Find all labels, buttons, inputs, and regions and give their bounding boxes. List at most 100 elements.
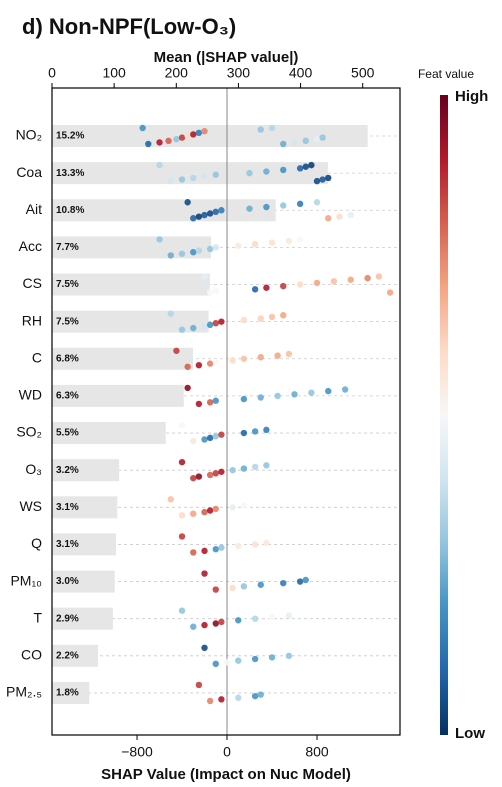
shap-dot [229, 357, 236, 364]
shap-dot [240, 429, 248, 437]
shap-dot [190, 549, 197, 556]
shap-dot [280, 312, 287, 319]
shap-dot [386, 289, 394, 296]
share-label: 15.2% [56, 131, 84, 142]
shap-dot [178, 250, 186, 257]
shap-dot [201, 211, 208, 219]
y-tick-label: Ait [26, 201, 42, 217]
shap-dot [229, 504, 236, 511]
shap-dot [240, 502, 248, 509]
shap-dot [212, 208, 219, 216]
shap-dot [251, 615, 259, 622]
shap-dot [165, 137, 172, 144]
y-tick-label: PM₁₀ [10, 572, 42, 588]
share-label: 3.1% [56, 539, 79, 550]
shap-dot [201, 273, 208, 280]
y-tick-label: O₃ [25, 461, 42, 477]
y-tick-label: CS [23, 275, 42, 291]
shap-dot [240, 465, 248, 472]
shap-dot [291, 139, 298, 146]
shap-dot [201, 436, 208, 443]
colorbar-high: High [455, 88, 488, 105]
shap-dot [285, 237, 293, 245]
shap-dot [296, 200, 304, 208]
mean-bar [52, 162, 328, 185]
share-label: 13.3% [56, 168, 84, 179]
shap-dot [251, 428, 259, 435]
mean-bar [52, 422, 166, 445]
x2-tick-label: 0 [48, 65, 56, 81]
shap-dot [206, 360, 214, 367]
x2-tick-label: 100 [102, 65, 126, 81]
x2-tick-label: 300 [227, 65, 251, 81]
shap-dot [268, 654, 276, 661]
x-tick-label: −800 [121, 744, 153, 760]
shap-dot [218, 696, 225, 703]
shap-dot [190, 510, 197, 517]
shap-dot [235, 694, 242, 701]
shap-dot [212, 620, 219, 627]
share-label: 10.8% [56, 205, 84, 216]
shap-dot [212, 470, 219, 477]
mean-bar [52, 533, 117, 556]
top-axis-title: Mean (|SHAP value|) [154, 49, 299, 66]
x-axis-title: SHAP Value (Impact on Nuc Model) [101, 766, 351, 783]
shap-dot [195, 400, 203, 408]
shap-dot [280, 140, 287, 148]
shap-dot [201, 547, 208, 555]
shap-dot [218, 318, 225, 325]
shap-dot [223, 659, 231, 666]
y-tick-label: Acc [19, 238, 42, 254]
shap-dot [212, 358, 219, 366]
mean-bar [52, 496, 118, 519]
shap-dot [274, 352, 281, 359]
x-tick-label: 0 [223, 744, 231, 760]
x2-tick-label: 400 [289, 65, 313, 81]
chart-title: d) Non-NPF(Low-O₃) [22, 14, 236, 39]
shap-dot [251, 655, 259, 663]
shap-dot [190, 474, 197, 482]
shap-dot [184, 363, 191, 370]
shap-dot [156, 161, 163, 169]
share-label: 6.3% [56, 391, 79, 402]
share-label: 6.8% [56, 353, 79, 364]
shap-dot [325, 387, 332, 395]
shap-dot [341, 386, 349, 393]
shap-dot [212, 287, 219, 295]
shap-dot [212, 546, 219, 553]
shap-dot [195, 473, 203, 480]
mean-bar [52, 199, 276, 222]
shap-dot [206, 507, 214, 514]
y-tick-label: T [33, 609, 42, 625]
shap-dot [178, 134, 186, 141]
shap-dot [280, 202, 287, 209]
shap-dot [240, 583, 248, 590]
y-tick-label: RH [22, 312, 42, 328]
shap-dot [206, 399, 214, 406]
share-label: 3.2% [56, 465, 79, 476]
share-label: 2.9% [56, 613, 79, 624]
share-label: 3.1% [56, 502, 79, 513]
shap-dot [285, 612, 293, 619]
shap-dot [229, 584, 236, 592]
shap-dot [280, 579, 287, 587]
shap-dot [212, 397, 219, 404]
mean-bar [52, 125, 368, 147]
y-tick-label: C [32, 349, 42, 365]
shap-dot [235, 542, 242, 550]
shap-dot [308, 389, 315, 396]
shap-dot [319, 134, 326, 141]
shap-dot [313, 177, 321, 185]
shap-dot [201, 173, 208, 180]
shap-dot [235, 617, 242, 624]
mean-bar [52, 681, 90, 704]
shap-dot [325, 215, 332, 222]
y-tick-label: WD [19, 387, 42, 403]
shap-dot [336, 213, 343, 220]
shap-dot [190, 437, 197, 445]
shap-dot [263, 168, 270, 175]
shap-dot [201, 570, 208, 577]
shap-dot [195, 213, 203, 220]
shap-dot [167, 252, 174, 259]
